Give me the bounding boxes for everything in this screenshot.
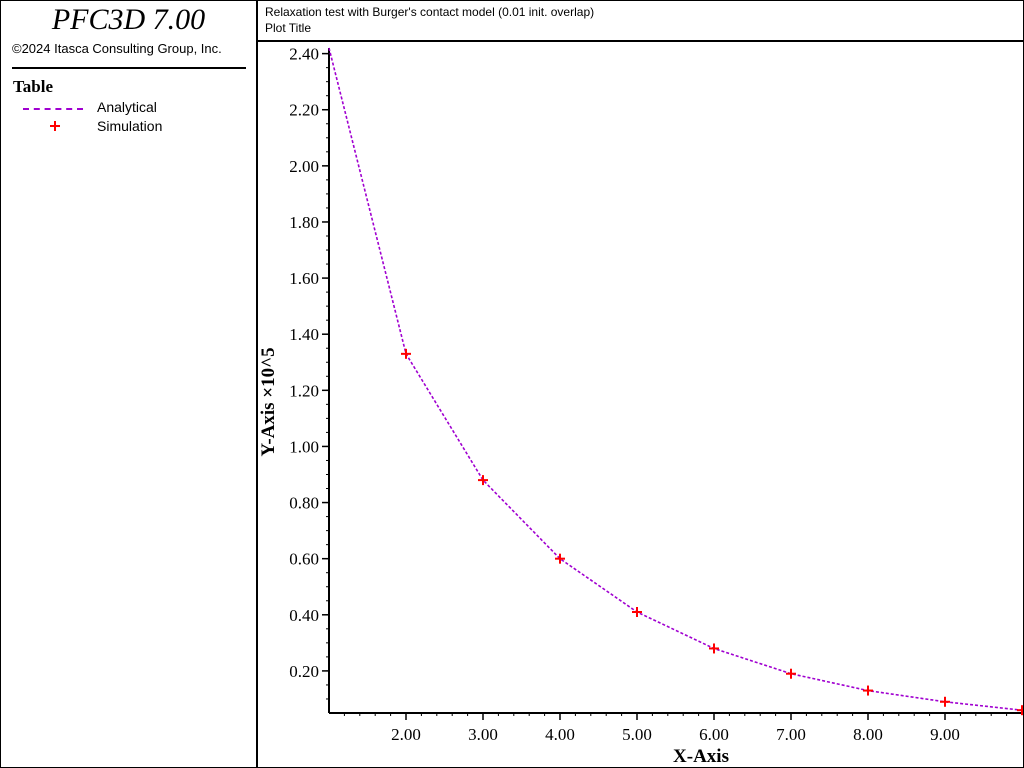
chart-series	[328, 47, 1023, 716]
x-tick-label: 6.00	[699, 725, 729, 744]
simulation-point	[401, 348, 411, 359]
simulation-point	[786, 668, 796, 679]
plus-marker-swatch-icon	[50, 121, 60, 131]
figure-caption: Relaxation test with Burger's contact mo…	[265, 5, 595, 19]
x-axis-label: X-Axis	[673, 746, 729, 767]
copyright-text: ©2024 Itasca Consulting Group, Inc.	[12, 41, 222, 56]
simulation-point	[1017, 705, 1023, 716]
legend-label-simulation: Simulation	[97, 118, 163, 134]
simulation-point	[555, 553, 565, 564]
legend-label-analytical: Analytical	[97, 99, 157, 115]
x-tick-label: 9.00	[930, 725, 960, 744]
y-axis-label: Y-Axis ×10^5	[258, 347, 279, 456]
plot-header: Relaxation test with Burger's contact mo…	[258, 1, 1023, 42]
y-tick-label: 1.20	[289, 381, 319, 400]
y-tick-label: 0.80	[289, 494, 319, 513]
simulation-point	[632, 606, 642, 617]
y-tick-label: 0.60	[289, 550, 319, 569]
app-title: PFC3D 7.00	[51, 3, 206, 36]
x-tick-label: 8.00	[853, 725, 883, 744]
y-tick-label: 2.40	[289, 45, 319, 64]
x-tick-label: 7.00	[776, 725, 806, 744]
legend-heading: Table	[13, 77, 54, 96]
legend-panel: PFC3D 7.00 ©2024 Itasca Consulting Group…	[1, 1, 258, 767]
chart-axes: 0.20 0.40 0.60 0.80 1.00 1.20 1.40 1.60 1.80 2.00…	[289, 45, 1022, 744]
simulation-point	[863, 685, 873, 696]
x-tick-label: 5.00	[622, 725, 652, 744]
y-tick-label: 2.00	[289, 157, 319, 176]
y-tick-label: 1.40	[289, 325, 319, 344]
y-tick-label: 0.20	[289, 662, 319, 681]
x-tick-label: 2.00	[391, 725, 421, 744]
y-tick-label: 1.00	[289, 437, 319, 456]
plot-title: Plot Title	[265, 21, 312, 35]
y-tick-label: 2.20	[289, 101, 319, 120]
x-tick-label: 3.00	[468, 725, 498, 744]
simulation-point	[940, 696, 950, 707]
chart: 0.20 0.40 0.60 0.80 1.00 1.20 1.40 1.60 1.80 2.00…	[258, 45, 1023, 767]
dashed-line-swatch-icon	[23, 108, 83, 110]
simulation-point	[709, 643, 719, 654]
y-tick-label: 1.80	[289, 213, 319, 232]
y-tick-label: 0.40	[289, 606, 319, 625]
simulation-point	[478, 475, 488, 486]
analytical-series-line	[328, 47, 1023, 711]
y-tick-label: 1.60	[289, 269, 319, 288]
x-tick-label: 4.00	[545, 725, 575, 744]
legend-divider	[12, 67, 246, 69]
